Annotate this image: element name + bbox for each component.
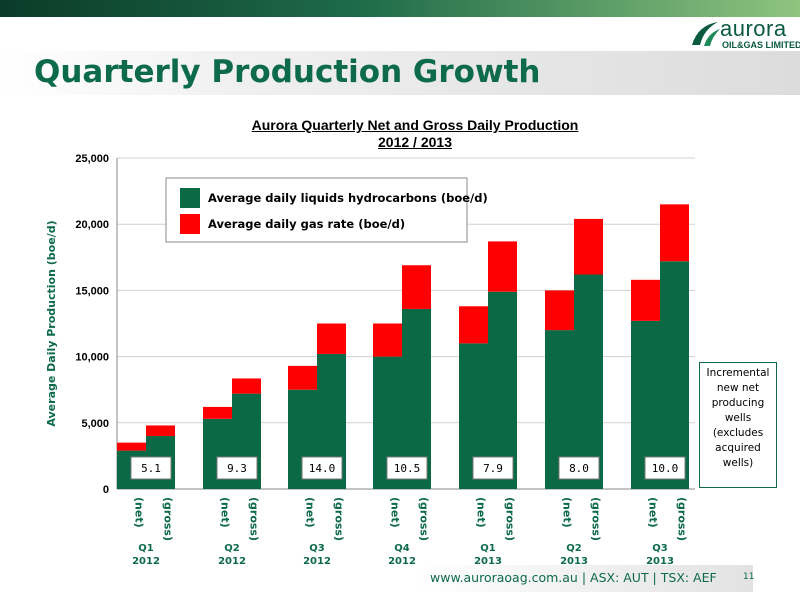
legend-swatch-gas bbox=[180, 214, 200, 234]
legend-swatch-liquids bbox=[180, 188, 200, 208]
page-number: 11 bbox=[743, 572, 755, 582]
title-bar bbox=[0, 51, 800, 95]
wells-label: 7.9 bbox=[483, 462, 503, 475]
gas-bar bbox=[574, 218, 603, 275]
x-category-label: (net) bbox=[133, 497, 146, 528]
y-tick-label: 25,000 bbox=[75, 153, 109, 165]
x-category-label: (net) bbox=[647, 497, 660, 528]
wells-label: 14.0 bbox=[309, 462, 336, 475]
liquids-bar bbox=[488, 291, 517, 489]
y-tick-label: 5,000 bbox=[81, 418, 109, 430]
y-tick-label: 20,000 bbox=[75, 219, 109, 231]
wells-label: 9.3 bbox=[227, 462, 247, 475]
x-category-label: (gross) bbox=[676, 497, 689, 541]
chart-title: Aurora Quarterly Net and Gross Daily Pro… bbox=[251, 117, 579, 133]
x-category-label: (net) bbox=[389, 497, 402, 528]
gas-bar bbox=[459, 306, 488, 344]
year-label: 2013 bbox=[560, 556, 588, 567]
wells-label: 10.5 bbox=[394, 462, 421, 475]
year-label: 2013 bbox=[646, 556, 674, 567]
year-label: 2013 bbox=[474, 556, 502, 567]
y-axis-label: Average Daily Production (boe/d) bbox=[45, 220, 58, 426]
quarter-label: Q4 bbox=[394, 543, 410, 554]
year-label: 2012 bbox=[388, 556, 416, 567]
quarter-label: Q3 bbox=[652, 543, 668, 554]
y-tick-label: 10,000 bbox=[75, 352, 109, 364]
wells-label-box bbox=[130, 456, 172, 480]
y-tick-label: 15,000 bbox=[75, 285, 109, 297]
gas-bar bbox=[288, 365, 317, 390]
x-category-label: (net) bbox=[304, 497, 317, 528]
liquids-bar bbox=[660, 261, 689, 489]
x-category-label: (net) bbox=[475, 497, 488, 528]
quarter-label: Q1 bbox=[138, 543, 154, 554]
legend-box bbox=[165, 177, 468, 243]
chart-title-block: Aurora Quarterly Net and Gross Daily Pro… bbox=[200, 117, 630, 151]
quarter-label: Q1 bbox=[480, 543, 496, 554]
chart-subtitle: 2012 / 2013 bbox=[378, 134, 452, 150]
liquids-bar bbox=[574, 274, 603, 489]
gas-bar bbox=[631, 279, 660, 321]
x-category-label: (gross) bbox=[333, 497, 346, 541]
company-logo: aurora OIL&GAS LIMITED bbox=[688, 16, 800, 53]
x-category-label: (gross) bbox=[590, 497, 603, 541]
gas-bar bbox=[203, 406, 232, 419]
x-category-label: (net) bbox=[219, 497, 232, 528]
gas-bar bbox=[232, 378, 261, 394]
year-label: 2012 bbox=[303, 556, 331, 567]
wells-label-box bbox=[558, 456, 600, 480]
page-title: Quarterly Production Growth bbox=[34, 54, 541, 90]
gas-bar bbox=[660, 204, 689, 262]
y-tick-label: 0 bbox=[103, 484, 109, 496]
quarter-label: Q2 bbox=[566, 543, 582, 554]
wells-label-box bbox=[386, 456, 428, 480]
x-category-label: (gross) bbox=[418, 497, 431, 541]
x-category-label: (gross) bbox=[248, 497, 261, 541]
wells-label: 8.0 bbox=[569, 462, 589, 475]
logo-subtitle: OIL&GAS LIMITED bbox=[722, 40, 800, 50]
year-label: 2012 bbox=[218, 556, 246, 567]
wells-label: 10.0 bbox=[652, 462, 679, 475]
footer-bar bbox=[418, 565, 753, 592]
wells-label: 5.1 bbox=[141, 462, 161, 475]
legend-label-gas: Average daily gas rate (boe/d) bbox=[208, 217, 405, 231]
wells-label-box bbox=[644, 456, 686, 480]
logo-wordmark: aurora bbox=[720, 16, 787, 41]
x-category-label: (gross) bbox=[504, 497, 517, 541]
gas-bar bbox=[117, 442, 146, 451]
year-label: 2012 bbox=[132, 556, 160, 567]
footer-links: www.auroraoag.com.au | ASX: AUT | TSX: A… bbox=[430, 570, 717, 585]
x-category-label: (net) bbox=[561, 497, 574, 528]
gas-bar bbox=[545, 290, 574, 331]
gas-bar bbox=[317, 323, 346, 354]
aurora-swoosh-icon bbox=[692, 22, 720, 46]
gas-bar bbox=[402, 265, 431, 309]
x-category-label: (gross) bbox=[162, 497, 175, 541]
quarter-label: Q3 bbox=[309, 543, 325, 554]
wells-label-box bbox=[472, 456, 514, 480]
quarter-label: Q2 bbox=[224, 543, 240, 554]
top-banner bbox=[0, 0, 800, 17]
wells-label-box bbox=[216, 456, 258, 480]
wells-label-box bbox=[301, 456, 343, 480]
gas-bar bbox=[146, 425, 175, 437]
legend-label-liquids: Average daily liquids hydrocarbons (boe/… bbox=[208, 191, 488, 205]
gas-bar bbox=[488, 241, 517, 292]
incremental-wells-note: Incremental new net producing wells (exc… bbox=[699, 362, 777, 488]
gas-bar bbox=[373, 323, 402, 357]
